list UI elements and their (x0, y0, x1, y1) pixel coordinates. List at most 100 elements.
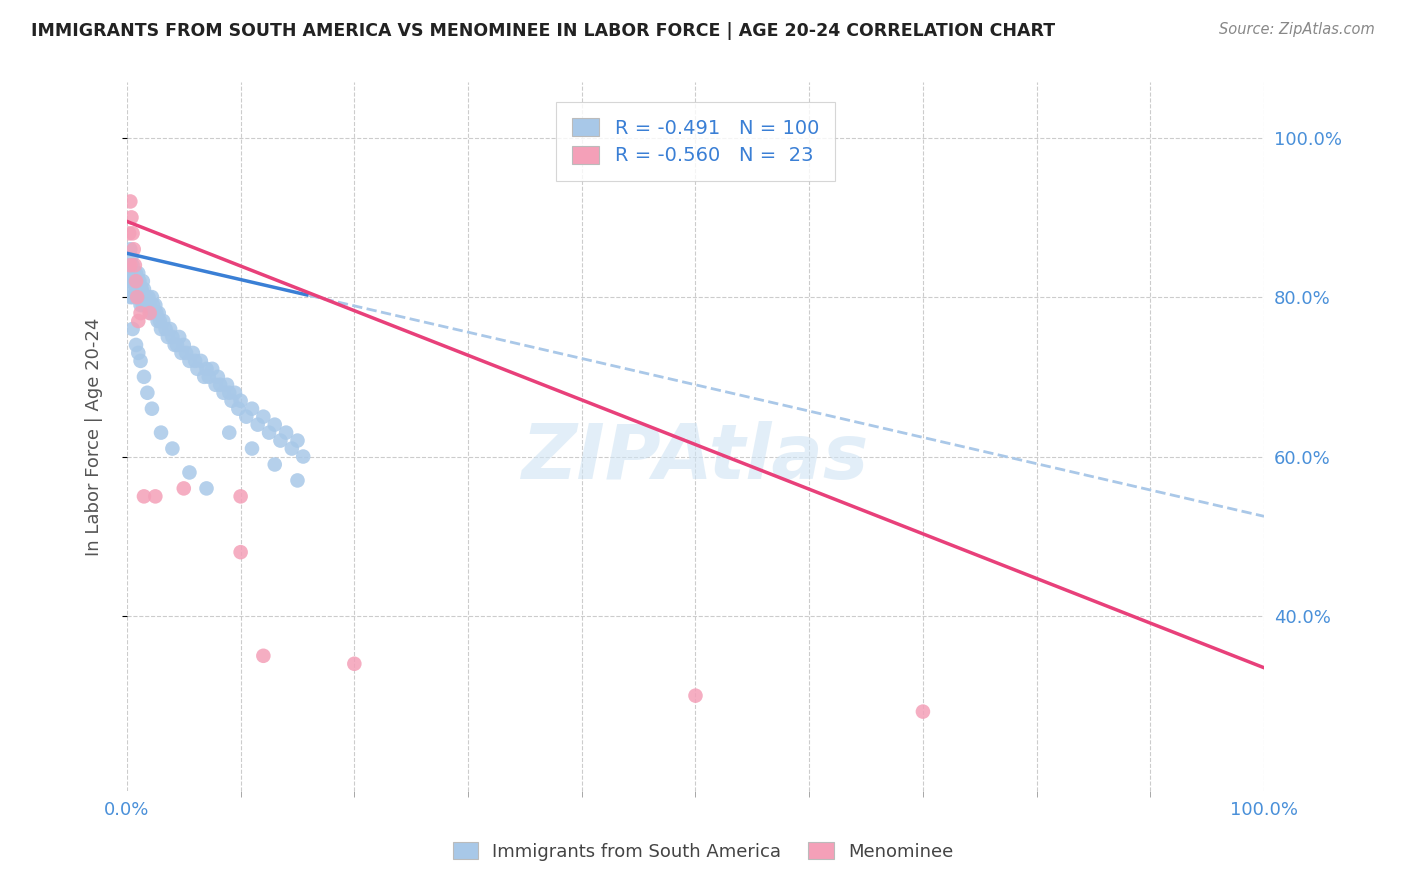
Point (1083, 888, 1105, 892)
Point (207, 369, 229, 384)
Point (195, 362, 218, 376)
Point (212, 385, 235, 400)
Point (195, 482, 218, 496)
Point (121, 290, 143, 304)
Point (129, 282, 152, 296)
Point (167, 330, 190, 344)
Text: Source: ZipAtlas.com: Source: ZipAtlas.com (1219, 22, 1375, 37)
Point (274, 425, 297, 440)
Point (240, 401, 263, 416)
Point (139, 306, 162, 320)
Point (155, 322, 177, 336)
Point (118, 274, 141, 288)
Text: IMMIGRANTS FROM SOUTH AMERICA VS MENOMINEE IN LABOR FORCE | AGE 20-24 CORRELATIO: IMMIGRANTS FROM SOUTH AMERICA VS MENOMIN… (31, 22, 1054, 40)
Point (138, 290, 160, 304)
Point (121, 322, 143, 336)
Point (121, 227, 143, 241)
Point (128, 290, 150, 304)
Point (263, 458, 285, 472)
Point (150, 425, 173, 440)
Point (138, 298, 160, 312)
Point (120, 266, 142, 280)
Point (204, 377, 226, 392)
Point (179, 466, 201, 480)
Point (145, 306, 167, 320)
Point (163, 338, 186, 352)
Point (343, 657, 366, 671)
Point (122, 274, 145, 288)
Point (127, 290, 149, 304)
Point (132, 369, 155, 384)
Point (190, 354, 212, 368)
Point (143, 306, 166, 320)
Point (121, 258, 143, 272)
Point (125, 338, 148, 352)
Point (125, 282, 148, 296)
Point (120, 290, 142, 304)
Point (209, 377, 232, 392)
Point (224, 385, 246, 400)
Point (120, 242, 142, 256)
Point (218, 385, 240, 400)
Point (218, 425, 240, 440)
Point (269, 434, 291, 448)
Point (228, 401, 250, 416)
Point (127, 266, 149, 280)
Point (911, 705, 934, 719)
Y-axis label: In Labor Force | Age 20-24: In Labor Force | Age 20-24 (86, 318, 103, 556)
Point (128, 274, 150, 288)
Point (118, 227, 141, 241)
Point (120, 282, 142, 296)
Point (150, 322, 173, 336)
Point (141, 401, 163, 416)
Point (170, 346, 193, 360)
Point (131, 282, 153, 296)
Point (135, 290, 157, 304)
Point (148, 306, 170, 320)
Point (127, 314, 149, 328)
Point (240, 442, 263, 456)
Point (292, 450, 315, 464)
Point (287, 434, 309, 448)
Point (162, 442, 184, 456)
Point (136, 385, 159, 400)
Point (132, 290, 155, 304)
Point (246, 417, 269, 432)
Point (257, 425, 280, 440)
Point (142, 298, 165, 312)
Point (120, 211, 142, 225)
Point (181, 346, 204, 360)
Point (149, 314, 172, 328)
Point (1025, 871, 1047, 886)
Point (127, 282, 149, 296)
Point (132, 298, 155, 312)
Point (197, 369, 219, 384)
Point (129, 298, 152, 312)
Legend: Immigrants from South America, Menominee: Immigrants from South America, Menominee (443, 833, 963, 870)
Point (120, 258, 142, 272)
Point (132, 489, 155, 503)
Point (122, 266, 145, 280)
Point (221, 393, 243, 408)
Point (201, 362, 224, 376)
Point (263, 417, 285, 432)
Point (162, 330, 184, 344)
Point (127, 290, 149, 304)
Text: ZIPAtlas: ZIPAtlas (522, 421, 869, 495)
Point (173, 338, 195, 352)
Point (229, 489, 252, 503)
Point (136, 298, 159, 312)
Point (229, 393, 252, 408)
Point (179, 354, 201, 368)
Point (127, 346, 149, 360)
Point (122, 242, 145, 256)
Point (124, 258, 146, 272)
Point (117, 258, 139, 272)
Point (138, 306, 160, 320)
Point (146, 314, 169, 328)
Point (120, 250, 142, 264)
Point (252, 648, 274, 663)
Point (174, 346, 197, 360)
Point (125, 266, 148, 280)
Point (131, 290, 153, 304)
